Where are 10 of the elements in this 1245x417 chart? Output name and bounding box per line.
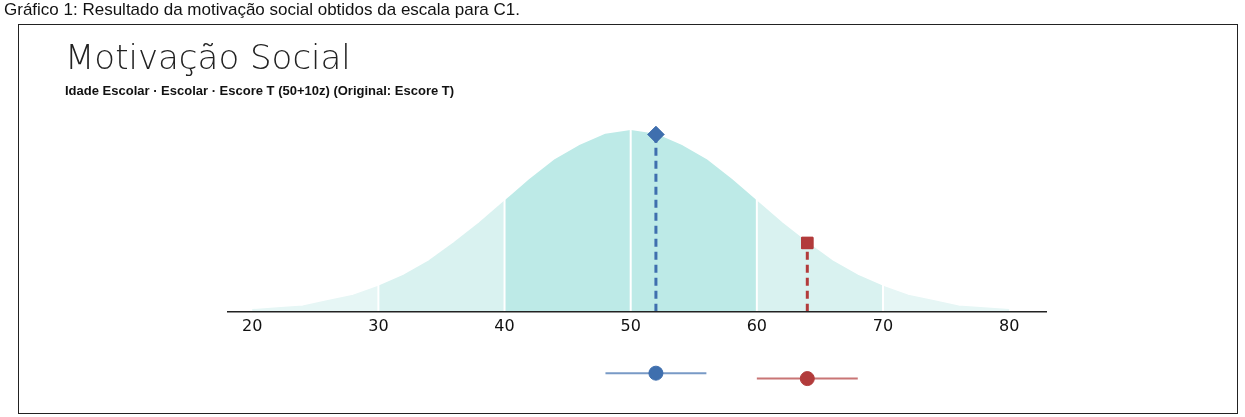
x-tick-label: 50 — [620, 316, 641, 336]
x-tick-label: 70 — [872, 316, 894, 336]
x-tick-label: 20 — [242, 316, 263, 336]
chart-title: Motivação Social — [65, 37, 351, 77]
x-tick-label: 30 — [368, 316, 389, 336]
chart-subtitle: Idade Escolar · Escolar · Escore T (50+10z) (Original: Escore T) — [65, 83, 455, 98]
x-tick-label: 80 — [998, 316, 1020, 336]
text: Gráfico 1: Resultado da motivação social obtidos da escala para C1. — [4, 0, 520, 20]
x-tick-label: 60 — [746, 316, 768, 336]
x-tick-label: 40 — [494, 316, 515, 336]
